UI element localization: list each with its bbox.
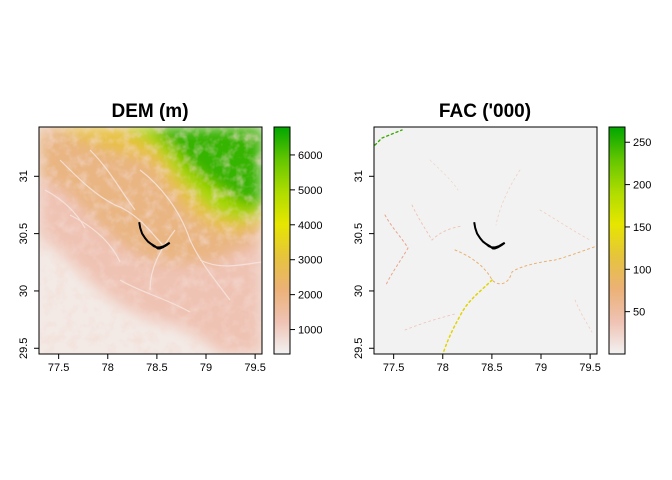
- dem-plot-frame: [38, 126, 263, 355]
- fac-legend-tick-label: 100: [633, 264, 651, 276]
- dem-legend-tick-label: 5000: [298, 185, 322, 197]
- dem-y-axis: 29.5 30 30.5 31: [18, 170, 39, 359]
- dem-x-tick-label: 79: [200, 362, 212, 374]
- dem-x-tick-label: 79.5: [244, 362, 265, 374]
- fac-x-tick-label: 79: [535, 362, 547, 374]
- dem-raster: [39, 127, 262, 354]
- fac-plot-frame: [373, 126, 598, 355]
- dem-legend-tick-label: 1000: [298, 325, 322, 337]
- dem-legend-tick-label: 6000: [298, 150, 322, 162]
- fac-legend-tick-label: 150: [633, 222, 651, 234]
- fac-y-axis: 29.5 30 30.5 31: [353, 170, 374, 359]
- dem-panel: DEM (m): [18, 101, 322, 374]
- dem-legend-axis: 1000 2000 3000 4000 5000 6000: [290, 150, 322, 337]
- fac-x-tick-label: 78.5: [481, 362, 502, 374]
- dem-catchment-outline: [138, 222, 171, 250]
- dem-legend-tick-label: 3000: [298, 255, 322, 267]
- fac-catchment-outline: [473, 222, 506, 250]
- fac-y-tick-label: 30.5: [353, 223, 365, 244]
- dem-y-tick-label: 31: [18, 170, 30, 182]
- dem-legend-colorbar: [273, 126, 291, 355]
- fac-legend-tick-label: 200: [633, 180, 651, 192]
- fac-y-tick-label: 31: [353, 170, 365, 182]
- dem-y-tick-label: 29.5: [18, 338, 30, 359]
- dem-x-tick-label: 77.5: [48, 362, 69, 374]
- dem-legend-tick-label: 2000: [298, 290, 322, 302]
- fac-x-tick-label: 77.5: [383, 362, 404, 374]
- dem-x-tick-label: 78: [102, 362, 114, 374]
- dem-x-tick-label: 78.5: [146, 362, 167, 374]
- fac-y-tick-label: 29.5: [353, 338, 365, 359]
- fac-legend-colorbar: [608, 126, 626, 355]
- dem-title: DEM (m): [111, 101, 188, 122]
- fac-legend-axis: 50 100 150 200 250: [625, 137, 651, 319]
- fac-x-tick-label: 78: [437, 362, 449, 374]
- fac-y-tick-label: 30: [353, 285, 365, 297]
- dem-y-tick-label: 30.5: [18, 223, 30, 244]
- dem-legend-tick-label: 4000: [298, 220, 322, 232]
- fac-raster: [374, 127, 597, 354]
- fac-title: FAC ('000): [439, 101, 531, 122]
- dem-x-axis: 77.5 78 78.5 79 79.5: [48, 354, 266, 374]
- fac-panel: FAC ('000) 77.5 78 78.5 79 79.5 29.5 30 30.5 31…: [353, 101, 651, 374]
- fac-legend-tick-label: 50: [633, 307, 645, 319]
- fac-x-axis: 77.5 78 78.5 79 79.5: [383, 354, 601, 374]
- fac-legend-tick-label: 250: [633, 137, 651, 149]
- fac-x-tick-label: 79.5: [579, 362, 600, 374]
- dem-y-tick-label: 30: [18, 285, 30, 297]
